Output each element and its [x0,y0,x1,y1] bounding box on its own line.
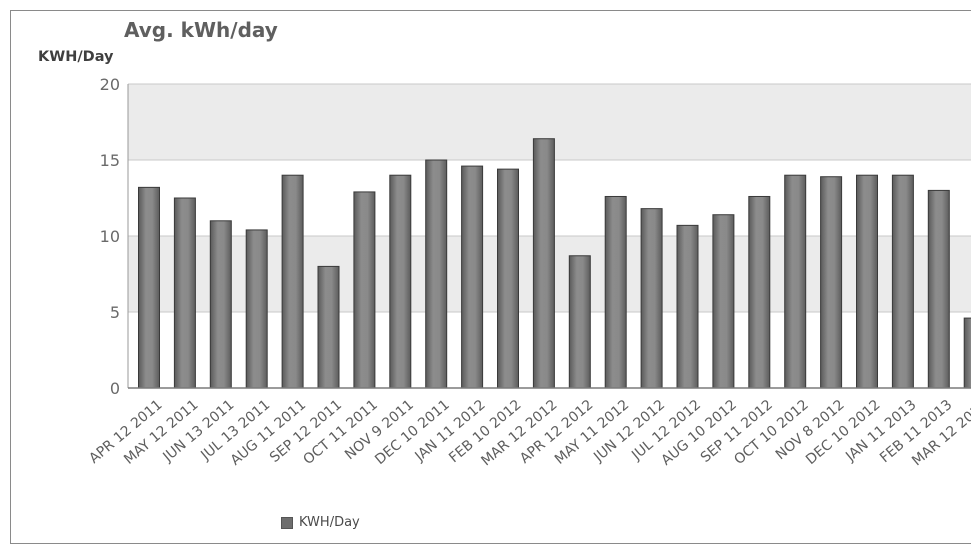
bar [891,174,914,389]
bar [676,224,699,389]
bar [568,255,591,389]
y-axis-label: KWH/Day [38,49,114,65]
y-tick-label: 15 [100,151,120,170]
legend: KWH/Day [281,515,360,530]
bar [281,174,304,389]
legend-swatch [281,516,293,529]
y-tick-label: 5 [110,303,120,322]
bar [856,174,878,389]
bar [389,174,412,389]
bar [712,214,735,389]
bar [173,197,196,389]
bar [532,138,555,389]
bar [317,265,340,389]
bar [927,189,950,389]
chart-title: Avg. kWh/day [124,18,278,42]
bar [353,191,376,389]
bar [461,165,484,389]
bar [604,195,627,389]
y-tick-label: 20 [100,75,120,94]
bar [138,186,160,389]
legend-label: KWH/Day [299,515,360,530]
bar [425,159,448,389]
bar [963,317,971,389]
bar [748,195,771,389]
y-tick-label: 10 [100,227,120,246]
bar [209,220,232,389]
bar [640,208,663,389]
bar [820,176,843,389]
bar [245,229,268,389]
bar [497,168,519,389]
bar [784,174,807,389]
y-tick-label: 0 [110,379,120,398]
